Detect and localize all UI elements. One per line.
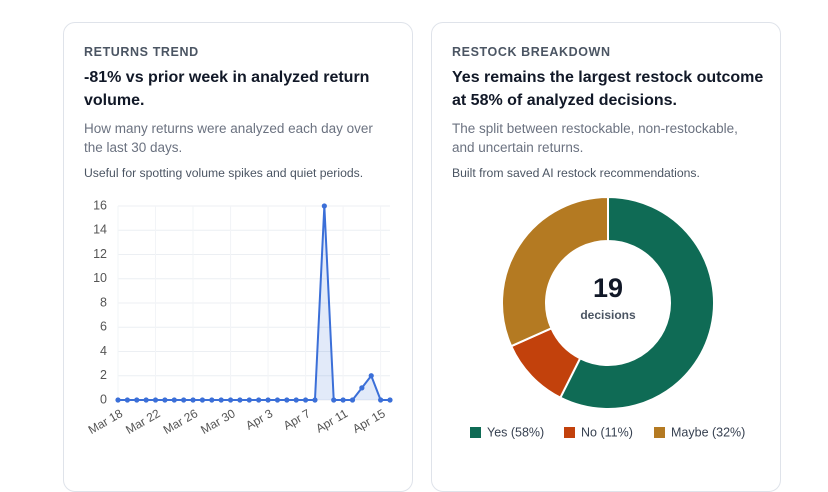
y-tick-label: 4 — [100, 344, 107, 358]
point — [190, 397, 196, 403]
card-headline: -81% vs prior week in analyzed return vo… — [84, 69, 370, 109]
point — [218, 397, 224, 403]
point — [293, 397, 299, 403]
x-tick-label: Mar 18 — [86, 406, 126, 437]
point — [387, 397, 393, 403]
y-tick-label: 12 — [93, 247, 107, 261]
y-tick-label: 8 — [100, 295, 107, 309]
point — [340, 397, 346, 403]
point — [274, 397, 281, 403]
card-eyebrow: RETURNS TREND — [84, 45, 199, 59]
card-note: Built from saved AI restock recommendati… — [452, 166, 700, 180]
legend-swatch — [564, 427, 575, 438]
card-headline: Yes remains the largest restock outcome … — [452, 69, 764, 109]
point — [256, 397, 262, 403]
point — [171, 397, 177, 403]
card-subtitle: The split between restockable, non-resto… — [452, 121, 738, 155]
legend-label: Yes (58%) — [487, 425, 544, 439]
point — [302, 397, 309, 403]
point — [152, 397, 159, 403]
x-tick-label: Apr 7 — [281, 406, 313, 433]
legend-label: No (11%) — [581, 425, 633, 439]
point — [162, 397, 168, 403]
card-note: Useful for spotting volume spikes and qu… — [84, 166, 364, 180]
donut-slice — [501, 195, 609, 348]
point — [284, 397, 290, 403]
center-value: 19 — [593, 273, 623, 303]
y-tick-label: 14 — [93, 223, 107, 237]
legend-swatch — [654, 427, 665, 438]
y-tick-label: 16 — [93, 198, 107, 212]
card-eyebrow: RESTOCK BREAKDOWN — [452, 45, 611, 59]
card: RESTOCK BREAKDOWN Yes remains the larges… — [431, 22, 781, 492]
point — [368, 373, 374, 379]
y-tick-label: 2 — [100, 368, 107, 382]
legend-label: Maybe (32%) — [671, 425, 745, 439]
x-tick-label: Mar 30 — [198, 406, 238, 437]
card: RETURNS TREND -81% vs prior week in anal… — [63, 22, 413, 492]
point — [115, 397, 121, 403]
donut-slice — [558, 195, 715, 410]
y-tick-label: 6 — [100, 320, 107, 334]
card-subtitle: How many returns were analyzed each day … — [84, 121, 373, 155]
point — [359, 385, 365, 391]
point — [321, 203, 327, 209]
page: {"chart_data": [ {"type": "line", "title… — [63, 22, 781, 492]
point — [331, 397, 337, 403]
point — [143, 397, 149, 403]
point — [209, 397, 215, 403]
y-tick-label: 10 — [93, 271, 107, 285]
point — [378, 397, 384, 403]
point — [134, 397, 140, 403]
center-label: decisions — [580, 308, 636, 322]
point — [265, 397, 271, 403]
point — [181, 397, 187, 403]
x-tick-label: Apr 15 — [350, 406, 388, 436]
x-tick-label: Apr 11 — [313, 406, 350, 436]
point — [349, 397, 356, 403]
point — [312, 397, 318, 403]
point — [199, 397, 206, 403]
point — [124, 397, 130, 403]
legend-swatch — [470, 427, 481, 438]
point — [227, 397, 234, 403]
x-tick-label: Mar 26 — [161, 406, 201, 437]
x-tick-label: Mar 22 — [123, 406, 163, 437]
point — [237, 397, 243, 403]
y-tick-label: 0 — [100, 392, 107, 406]
x-tick-label: Apr 3 — [243, 406, 275, 433]
point — [246, 397, 252, 403]
